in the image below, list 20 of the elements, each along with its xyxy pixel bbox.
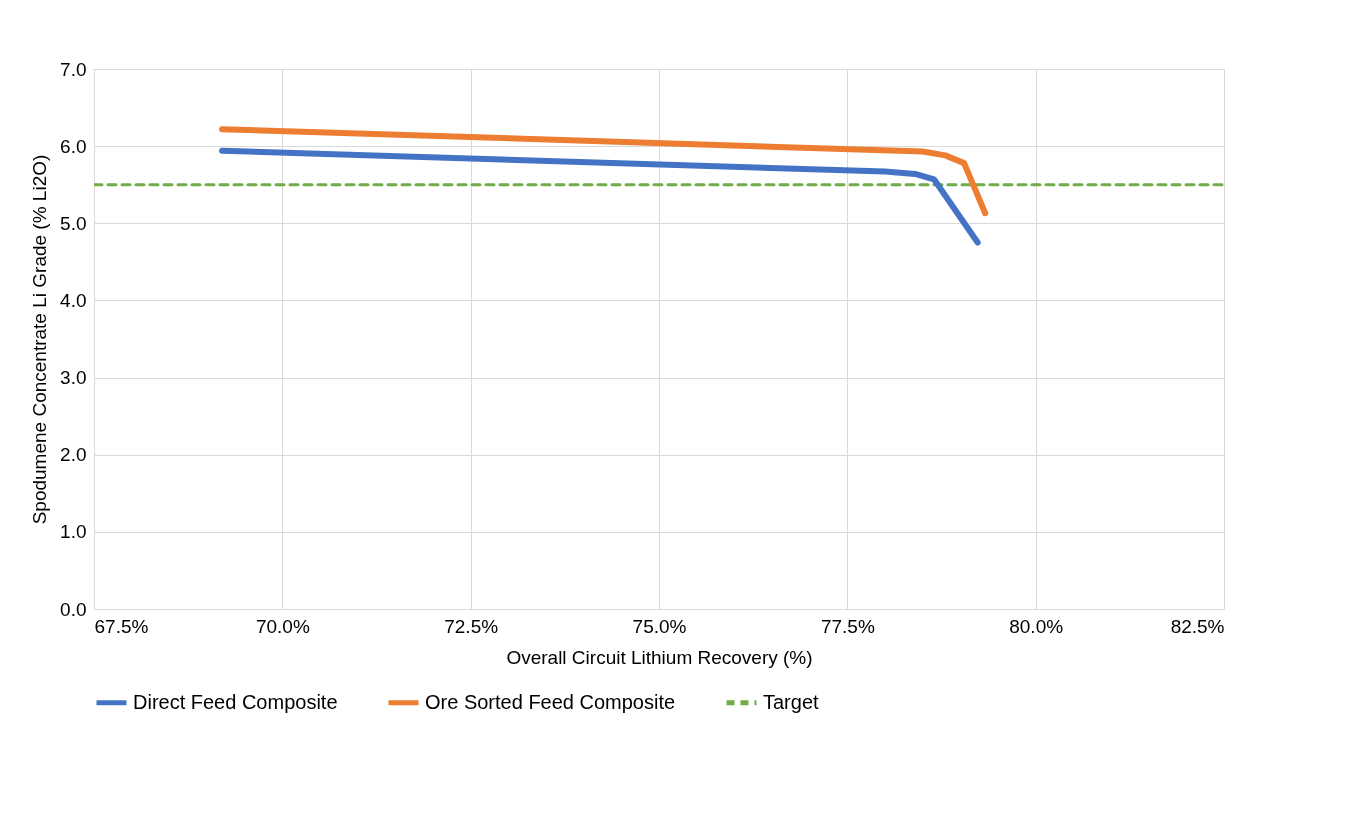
y-tick-label: 1.0 — [60, 521, 87, 543]
y-tick-label: 0.0 — [60, 598, 87, 620]
y-tick-label: 4.0 — [60, 289, 87, 311]
x-axis-title: Overall Circuit Lithium Recovery (%) — [506, 646, 813, 668]
y-tick-label: 2.0 — [60, 444, 87, 466]
x-tick-label: 75.0% — [632, 615, 687, 637]
y-tick-label: 5.0 — [60, 212, 87, 234]
x-tick-label: 67.5% — [94, 615, 149, 637]
y-tick-label: 6.0 — [60, 135, 87, 157]
x-tick-label: 72.5% — [444, 615, 499, 637]
legend-label: Ore Sorted Feed Composite — [425, 690, 676, 713]
x-tick-label: 77.5% — [820, 615, 875, 637]
y-tick-label: 3.0 — [60, 367, 87, 389]
legend-label: Direct Feed Composite — [133, 690, 338, 713]
x-tick-label: 80.0% — [1009, 615, 1064, 637]
x-tick-label: 82.5% — [1170, 615, 1225, 637]
y-tick-label: 7.0 — [60, 58, 87, 80]
x-tick-label: 70.0% — [255, 615, 310, 637]
legend-label: Target — [763, 690, 820, 713]
y-axis-title: Spodumene Concentrate Li Grade (% Li2O) — [29, 154, 51, 525]
